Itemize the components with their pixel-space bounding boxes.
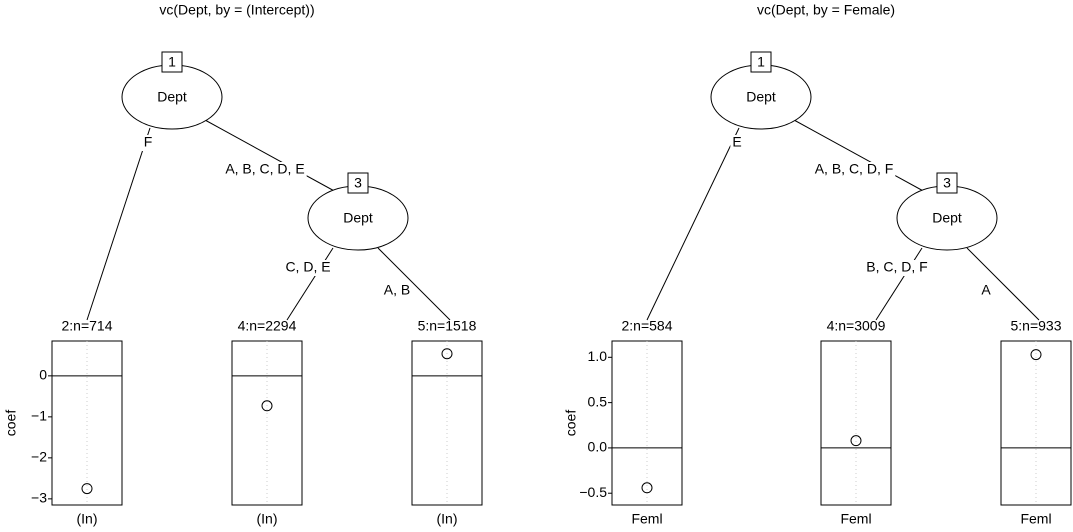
y-tick-label: 1.0 (588, 348, 608, 364)
edge (966, 247, 1040, 321)
terminal-label: 2:n=714 (62, 318, 113, 334)
edge-label: A, B, C, D, E (225, 161, 304, 177)
x-tick-label: Feml (631, 511, 662, 527)
terminal-label: 4:n=2294 (238, 318, 297, 334)
edge-label: C, D, E (285, 259, 330, 275)
terminal-label: 5:n=933 (1011, 318, 1062, 334)
x-tick-label: Feml (840, 511, 871, 527)
y-tick-label: −3 (31, 490, 47, 506)
edge-label: F (144, 134, 153, 150)
edge-label-bg (283, 260, 333, 276)
node-label: Dept (157, 89, 187, 105)
edge-label: B, C, D, F (866, 259, 927, 275)
node-id-box (936, 172, 958, 194)
coef-point (850, 435, 862, 447)
edge (377, 247, 451, 321)
y-axis-label: coef (563, 410, 579, 437)
y-tick-label: 0.0 (588, 439, 608, 455)
coef-point (81, 483, 93, 495)
edge-label: E (732, 134, 741, 150)
x-tick-label: (In) (257, 511, 278, 527)
node-id: 3 (943, 175, 951, 191)
x-tick-label: (In) (77, 511, 98, 527)
coef-point (261, 400, 273, 412)
edge-label-bg (812, 162, 896, 178)
edge-label: A (981, 282, 991, 298)
node-id-box (750, 51, 772, 73)
terminal-label: 2:n=584 (622, 318, 673, 334)
node-label: Dept (746, 89, 776, 105)
node-id: 1 (168, 54, 176, 70)
node-id: 3 (354, 175, 362, 191)
edge (204, 119, 339, 194)
node-id-box (347, 172, 369, 194)
coef-point (641, 482, 653, 494)
edge (86, 127, 151, 321)
y-tick-label: 0.5 (588, 393, 608, 409)
y-tick-label: 0 (39, 367, 47, 383)
edge-label-bg (141, 135, 155, 151)
terminal-label: 5:n=1518 (418, 318, 477, 334)
y-tick-label: −0.5 (579, 484, 607, 500)
edge (646, 127, 740, 321)
y-tick-label: −2 (31, 449, 47, 465)
node-id-box (161, 51, 183, 73)
chart-title: vc(Dept, by = (Intercept)) (159, 2, 314, 18)
y-tick-label: −1 (31, 408, 47, 424)
edge-label-bg (730, 135, 744, 151)
x-tick-label: (In) (437, 511, 458, 527)
terminal-label: 4:n=3009 (827, 318, 886, 334)
edge-label: A, B, C, D, F (815, 161, 894, 177)
coef-point (1030, 349, 1042, 361)
y-axis-label: coef (3, 410, 19, 437)
x-tick-label: Feml (1020, 511, 1051, 527)
node-id: 1 (757, 54, 765, 70)
edge-label-bg (979, 283, 993, 299)
edge (793, 119, 928, 194)
edge-label-bg (381, 283, 413, 299)
edge-label-bg (864, 260, 930, 276)
coef-point (441, 348, 453, 360)
edge-label: A, B (384, 282, 410, 298)
node-label: Dept (932, 210, 962, 226)
node-label: Dept (343, 210, 373, 226)
chart-title: vc(Dept, by = Female) (757, 2, 895, 18)
edge-label-bg (223, 162, 307, 178)
